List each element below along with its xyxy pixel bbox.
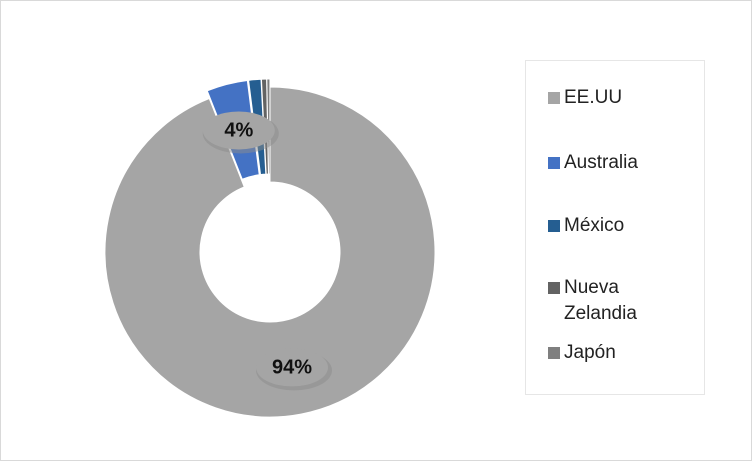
legend: EE.UU Australia México Nueva Zelandia Japón	[525, 60, 705, 395]
legend-label: EE.UU	[564, 87, 623, 108]
legend-item: Nueva Zelandia	[548, 275, 674, 327]
legend-item: Australia	[548, 150, 674, 176]
legend-swatch	[548, 347, 560, 359]
legend-label: Australia	[564, 152, 638, 173]
legend-label: México	[564, 215, 625, 236]
legend-swatch	[548, 282, 560, 294]
legend-item: EE.UU	[548, 85, 674, 111]
legend-swatch	[548, 92, 560, 104]
label-bg	[256, 348, 329, 387]
legend-swatch	[548, 220, 560, 232]
legend-item: Japón	[548, 340, 674, 366]
legend-item: México	[548, 213, 674, 239]
legend-swatch	[548, 157, 560, 169]
legend-label: Japón	[564, 342, 616, 363]
data-label: 4%	[224, 120, 253, 142]
slice	[104, 86, 436, 418]
label-bg	[202, 111, 275, 150]
data-label: 94%	[272, 357, 312, 379]
legend-label: Nueva Zelandia	[564, 277, 637, 324]
